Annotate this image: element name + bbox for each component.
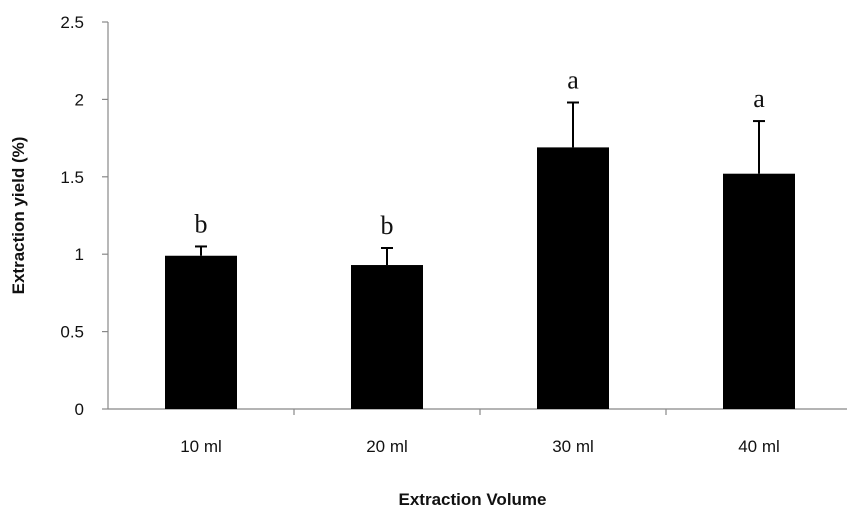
bar (351, 265, 423, 409)
y-axis-title: Extraction yield (%) (9, 137, 28, 295)
significance-letter: b (381, 211, 394, 240)
y-axis: 0 0.5 1 1.5 2 2.5 (60, 13, 109, 419)
y-tick-label: 2 (75, 90, 84, 109)
x-tick-label: 30 ml (552, 437, 594, 456)
x-axis: 10 ml 20 ml 30 ml 40 ml (108, 408, 847, 456)
bar (537, 147, 609, 409)
x-tick-label: 20 ml (366, 437, 408, 456)
y-tick-label: 2.5 (60, 13, 84, 32)
x-axis-title: Extraction Volume (399, 490, 547, 509)
bar (165, 255, 237, 409)
x-tick-label: 40 ml (738, 437, 780, 456)
significance-labels: b b a a (195, 65, 766, 240)
y-tick-label: 0.5 (60, 323, 84, 342)
y-ticks: 0 0.5 1 1.5 2 2.5 (60, 13, 108, 419)
significance-letter: b (195, 209, 208, 238)
bars (165, 147, 795, 409)
significance-letter: a (567, 65, 579, 94)
error-bars (195, 101, 765, 266)
bar (723, 173, 795, 409)
significance-letter: a (753, 84, 765, 113)
y-tick-label: 1 (75, 245, 84, 264)
x-tick-label: 10 ml (180, 437, 222, 456)
y-tick-label: 0 (75, 400, 84, 419)
y-tick-label: 1.5 (60, 168, 84, 187)
x-ticks: 10 ml 20 ml 30 ml 40 ml (180, 409, 780, 456)
